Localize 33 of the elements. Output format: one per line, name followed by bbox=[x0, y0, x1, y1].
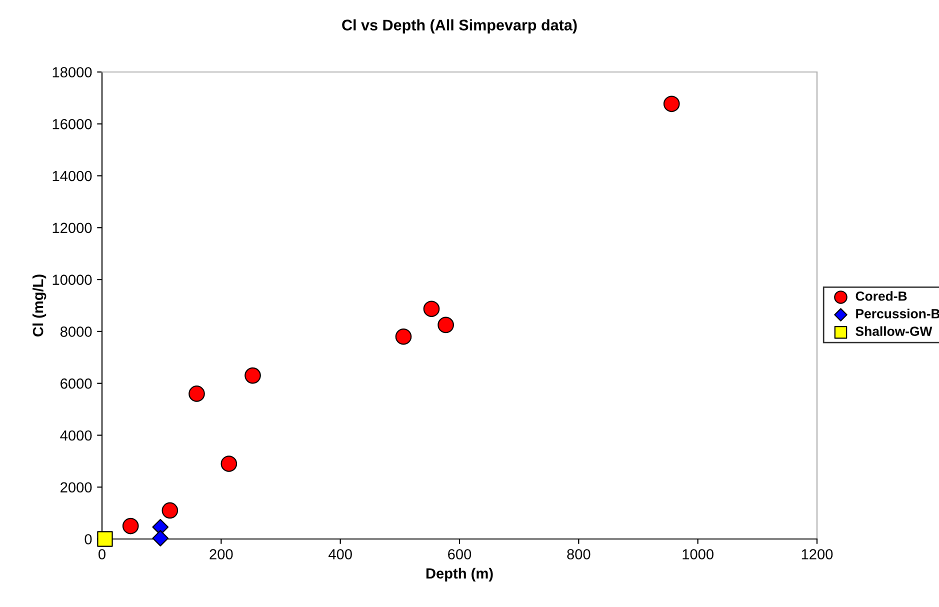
y-tick-label: 6000 bbox=[60, 378, 92, 389]
legend-label: Shallow-GW bbox=[856, 326, 932, 336]
y-tick-label: 4000 bbox=[60, 430, 92, 441]
x-tick-label: 600 bbox=[448, 549, 472, 560]
chart-title: Cl vs Depth (All Simpevarp data) bbox=[342, 19, 577, 34]
point bbox=[423, 300, 440, 318]
x-tick-label: 200 bbox=[210, 549, 233, 560]
point bbox=[188, 386, 205, 402]
point bbox=[438, 316, 454, 334]
y-tick-label: 18000 bbox=[52, 67, 92, 78]
y-tick-label: 0 bbox=[84, 534, 92, 544]
point bbox=[97, 531, 113, 547]
y-tick-label: 12000 bbox=[52, 222, 92, 234]
x-tick-label: 1200 bbox=[802, 549, 833, 560]
x-tick-label: 800 bbox=[567, 549, 590, 560]
point bbox=[663, 96, 680, 112]
y-tick-label: 16000 bbox=[52, 118, 92, 130]
x-tick-label: 400 bbox=[328, 549, 352, 560]
point bbox=[220, 456, 238, 472]
point bbox=[244, 367, 261, 384]
y-tick-label: 2000 bbox=[60, 482, 92, 493]
y-axis-title: Cl (mg/L) bbox=[32, 274, 46, 336]
point bbox=[162, 502, 178, 519]
x-axis-title: Depth (m) bbox=[426, 568, 493, 582]
point bbox=[152, 530, 169, 546]
x-tick-label: 0 bbox=[98, 549, 106, 560]
point bbox=[122, 518, 139, 534]
y-tick-label: 8000 bbox=[60, 326, 92, 337]
y-tick-label: 10000 bbox=[52, 274, 92, 285]
y-tick-label: 14000 bbox=[52, 170, 92, 182]
legend-label: Cored-B bbox=[856, 291, 907, 301]
point bbox=[395, 328, 412, 345]
x-tick-label: 1000 bbox=[682, 549, 714, 560]
